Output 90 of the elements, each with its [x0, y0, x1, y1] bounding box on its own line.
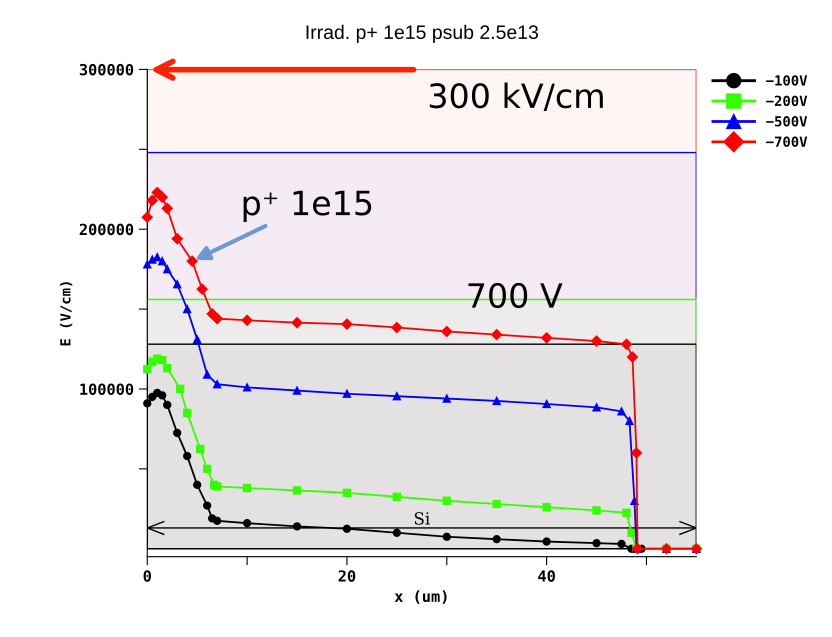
legend-label: −100V — [766, 75, 808, 86]
legend-label: −500V — [766, 116, 808, 127]
point — [590, 335, 602, 347]
point — [163, 400, 172, 410]
chart-title: Irrad. p+ 1e15 psub 2.5e13 — [306, 24, 538, 43]
point — [492, 500, 501, 508]
point — [193, 335, 202, 344]
point — [143, 364, 152, 374]
y-tick-label: 300000 — [80, 64, 134, 76]
point — [627, 528, 636, 537]
point — [242, 484, 252, 492]
point — [156, 192, 168, 203]
point — [203, 464, 212, 474]
point — [442, 532, 451, 541]
point — [626, 351, 638, 363]
x-tick-label: 0 — [144, 570, 151, 582]
point — [622, 508, 631, 517]
annotation: p⁺ 1e15 — [244, 190, 372, 222]
point — [212, 516, 222, 525]
point — [617, 407, 626, 416]
point — [392, 528, 402, 537]
point — [172, 233, 183, 244]
ref-line-label: Si — [414, 512, 430, 525]
point — [541, 332, 552, 344]
point — [173, 428, 182, 438]
point — [617, 540, 626, 548]
point — [342, 488, 352, 497]
point — [542, 400, 551, 408]
point — [152, 186, 163, 198]
point — [183, 452, 192, 460]
point — [441, 326, 452, 338]
point — [491, 329, 502, 340]
point — [592, 403, 601, 412]
point — [342, 524, 352, 533]
point — [392, 492, 402, 501]
point — [163, 364, 172, 372]
point — [196, 444, 204, 454]
point — [492, 396, 501, 406]
point — [592, 538, 601, 548]
x-tick-label: 40 — [538, 570, 555, 582]
point — [292, 486, 302, 495]
legend-label: −200V — [766, 96, 808, 106]
point — [442, 496, 451, 505]
y-axis-title: E (V/cm) — [60, 282, 72, 346]
point — [442, 394, 451, 403]
point — [292, 386, 302, 395]
point — [203, 501, 212, 510]
point — [620, 338, 632, 350]
point — [173, 280, 182, 288]
point — [146, 194, 158, 206]
point — [592, 506, 601, 515]
point — [143, 399, 152, 408]
point — [242, 519, 252, 528]
point — [291, 317, 303, 328]
point — [162, 202, 173, 214]
point — [183, 408, 192, 418]
point — [341, 318, 353, 330]
point — [212, 380, 222, 388]
y-tick-label: 200000 — [80, 224, 134, 236]
point — [196, 284, 208, 295]
point — [203, 370, 212, 379]
point — [193, 480, 202, 490]
point — [542, 503, 551, 512]
point — [242, 383, 252, 392]
x-axis-title: x (um) — [394, 590, 447, 604]
point — [183, 304, 192, 314]
point — [153, 253, 162, 262]
point — [176, 384, 184, 394]
point — [630, 447, 642, 458]
point — [158, 356, 166, 364]
legend-label: −700V — [766, 136, 808, 147]
point — [625, 416, 634, 426]
point — [163, 264, 172, 274]
point — [212, 482, 222, 491]
x-tick-label: 20 — [338, 570, 356, 582]
point — [143, 260, 152, 269]
point — [212, 313, 223, 324]
point — [392, 392, 402, 400]
y-tick-label: 100000 — [80, 383, 134, 395]
annotation: 300 kV/cm — [430, 82, 603, 111]
point — [342, 390, 352, 398]
point — [492, 534, 501, 544]
point — [142, 212, 153, 223]
point — [242, 314, 253, 326]
point — [542, 537, 551, 546]
point — [158, 391, 166, 400]
point — [391, 322, 402, 334]
point — [186, 256, 198, 267]
point — [292, 522, 302, 531]
point — [158, 256, 166, 266]
